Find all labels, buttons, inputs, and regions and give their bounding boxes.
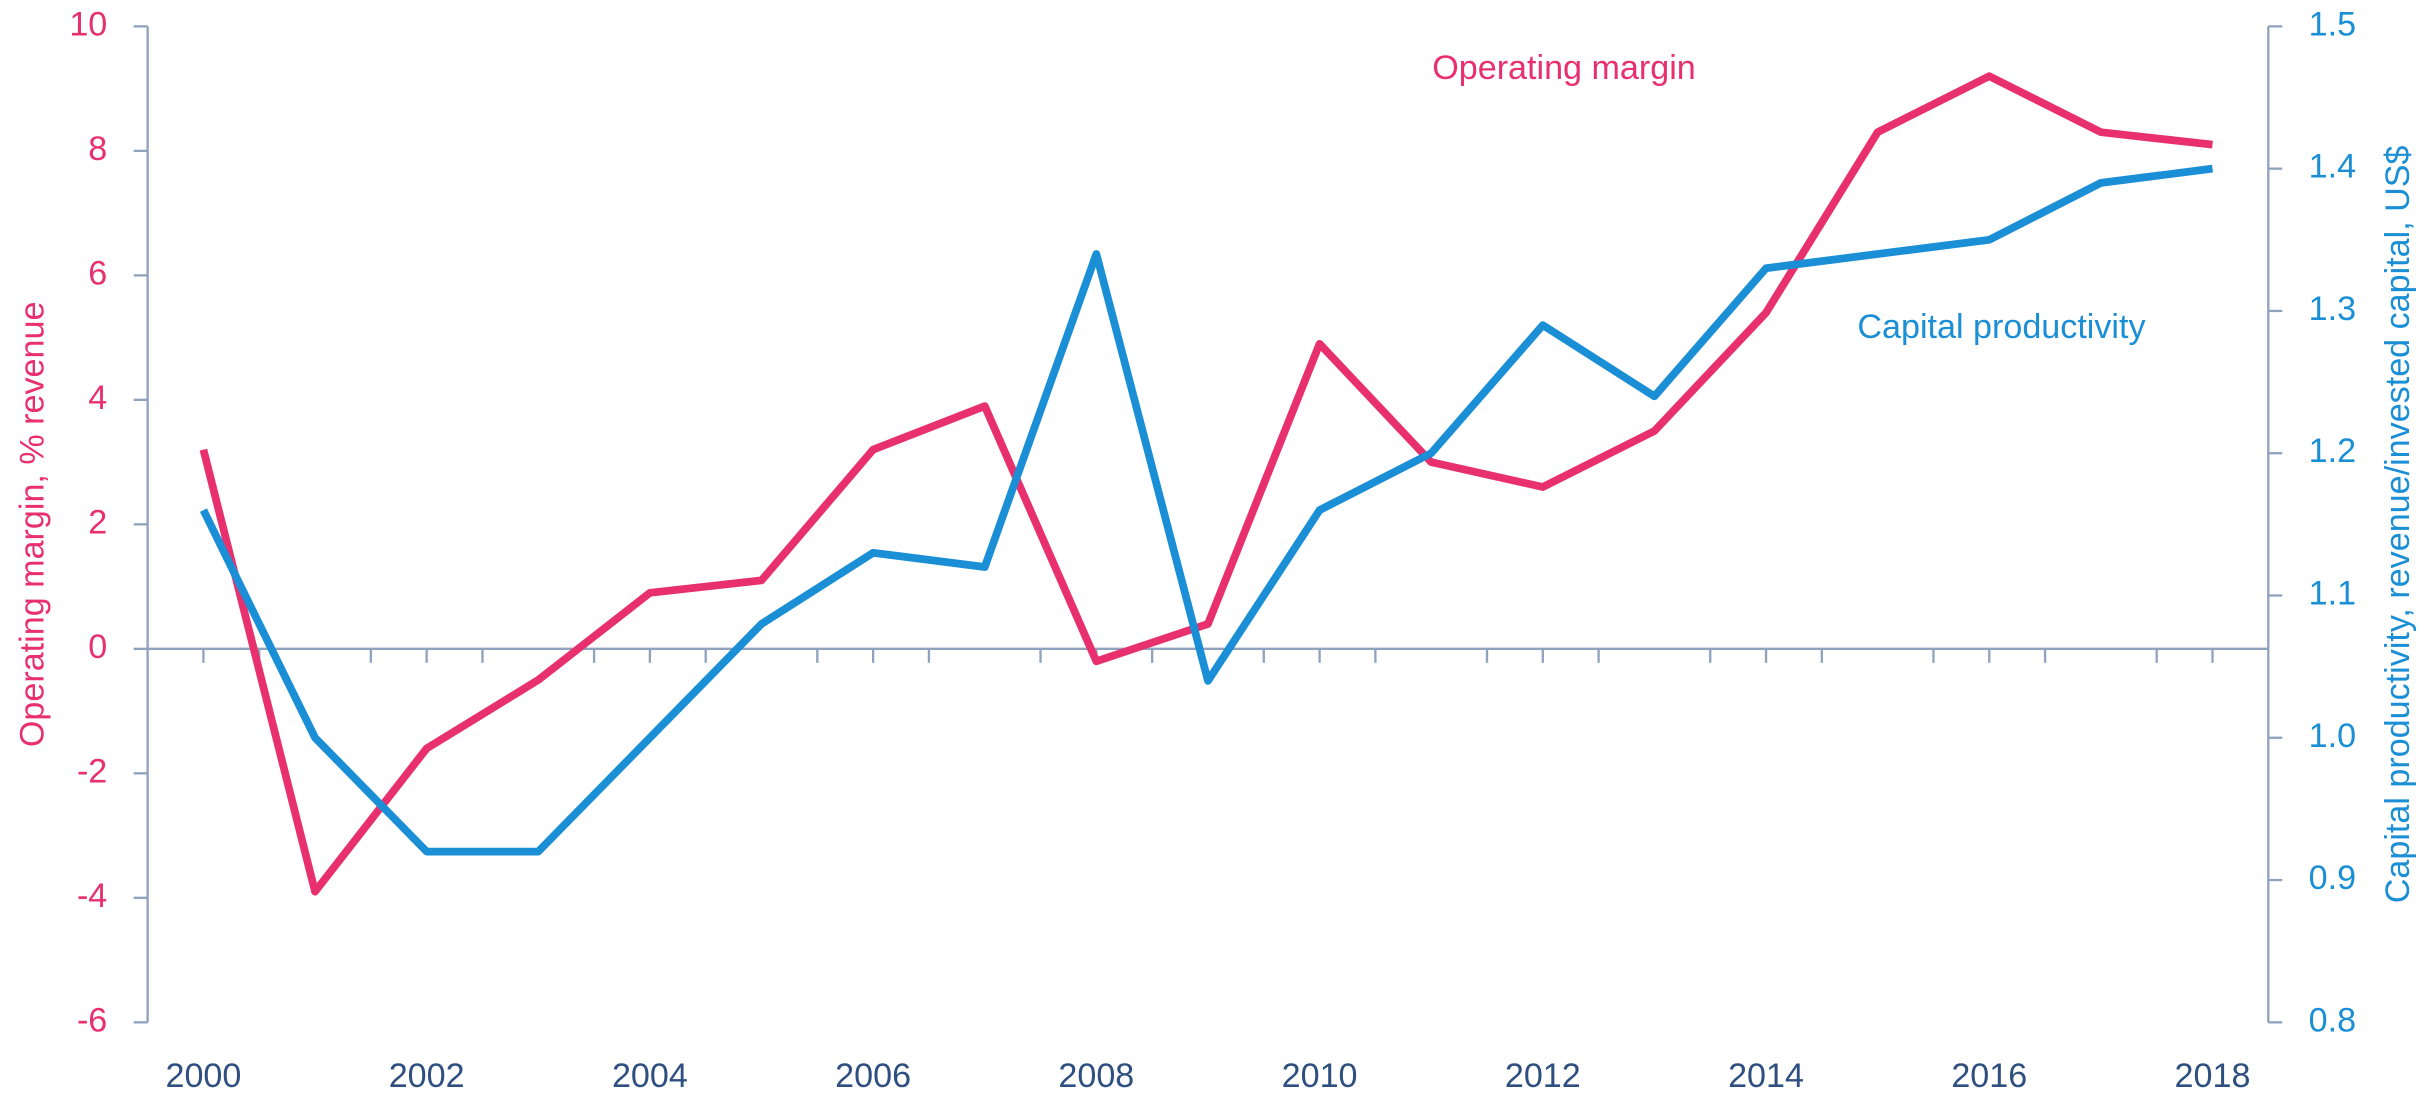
x-tick-label: 2000 — [165, 1057, 241, 1095]
y-tick-label: 4 — [88, 379, 107, 417]
y-tick-label: 8 — [88, 130, 107, 168]
y-tick-label: 6 — [88, 254, 107, 292]
y-tick-label: 0 — [88, 628, 107, 666]
y-tick-label: -2 — [77, 752, 107, 790]
x-tick-label: 2012 — [1505, 1057, 1581, 1095]
x-tick-label: 2016 — [1951, 1057, 2027, 1095]
y2-tick-label: 1.1 — [2309, 575, 2356, 613]
series-line — [199, 72, 2213, 896]
x-tick-label: 2014 — [1728, 1057, 1804, 1095]
x-tick-label: 2018 — [2175, 1057, 2251, 1095]
y2-tick-label: 0.8 — [2309, 1001, 2356, 1039]
series-line — [199, 164, 2213, 856]
y2-tick-label: 1.2 — [2309, 432, 2356, 470]
y2-tick-label: 1.0 — [2309, 717, 2356, 755]
y2-axis-title: Capital productivity, revenue/invested c… — [2379, 145, 2417, 903]
y2-tick-label: 1.3 — [2309, 290, 2356, 328]
annotation: Capital productivity — [1857, 308, 2145, 346]
y-tick-label: -6 — [77, 1001, 107, 1039]
y2-tick-label: 1.5 — [2309, 5, 2356, 43]
y-axis-title: Operating margin, % revenue — [13, 302, 51, 748]
x-tick-label: 2008 — [1058, 1057, 1134, 1095]
y-tick-label: 10 — [69, 5, 107, 43]
x-tick-label: 2010 — [1282, 1057, 1358, 1095]
y2-tick-label: 1.4 — [2309, 148, 2356, 186]
y2-tick-label: 0.9 — [2309, 859, 2356, 897]
x-tick-label: 2002 — [389, 1057, 465, 1095]
y-tick-label: -4 — [77, 877, 107, 915]
annotation: Operating margin — [1432, 49, 1696, 87]
x-tick-label: 2004 — [612, 1057, 688, 1095]
x-tick-label: 2006 — [835, 1057, 911, 1095]
y-tick-label: 2 — [88, 503, 107, 541]
